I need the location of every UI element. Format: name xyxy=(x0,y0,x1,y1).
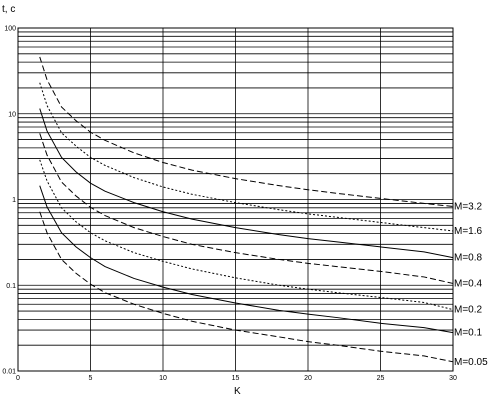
curves xyxy=(39,56,454,363)
y-tick-label: 0.1 xyxy=(6,283,16,290)
plot-frame xyxy=(17,27,454,372)
y-axis-label: t, c xyxy=(2,4,15,15)
series-line xyxy=(39,133,454,284)
series-line xyxy=(39,82,454,232)
y-tick-label: 1 xyxy=(12,197,16,204)
series-line xyxy=(39,185,454,334)
x-tick-label: 30 xyxy=(449,375,457,382)
series-line xyxy=(39,211,454,363)
x-tick-label: 15 xyxy=(232,375,240,382)
series-label: M=0.2 xyxy=(454,305,483,316)
series-label: M=0.1 xyxy=(454,328,483,339)
grid xyxy=(18,28,453,371)
y-tick-label: 0.01 xyxy=(2,369,16,376)
x-tick-label: 10 xyxy=(159,375,167,382)
labels: 0 5 10 15 20 25 30 0.01 0.1 1 10 100 M=3.2 M=1.6 M=0.8… xyxy=(2,26,488,383)
x-axis-label: K xyxy=(234,386,241,397)
series-label: M=0.05 xyxy=(454,357,488,368)
x-tick-label: 20 xyxy=(304,375,312,382)
series-label: M=0.4 xyxy=(454,278,483,289)
series-line xyxy=(39,159,454,311)
y-tick-label: 10 xyxy=(8,111,16,118)
x-tick-label: 5 xyxy=(89,375,93,382)
series-line xyxy=(39,56,454,207)
series-line xyxy=(39,108,454,259)
y-tick-label: 100 xyxy=(4,26,16,33)
series-label: M=1.6 xyxy=(454,226,483,237)
x-tick-label: 0 xyxy=(16,375,20,382)
series-label: M=3.2 xyxy=(454,201,483,212)
x-tick-label: 25 xyxy=(377,375,385,382)
series-label: M=0.8 xyxy=(454,253,483,264)
